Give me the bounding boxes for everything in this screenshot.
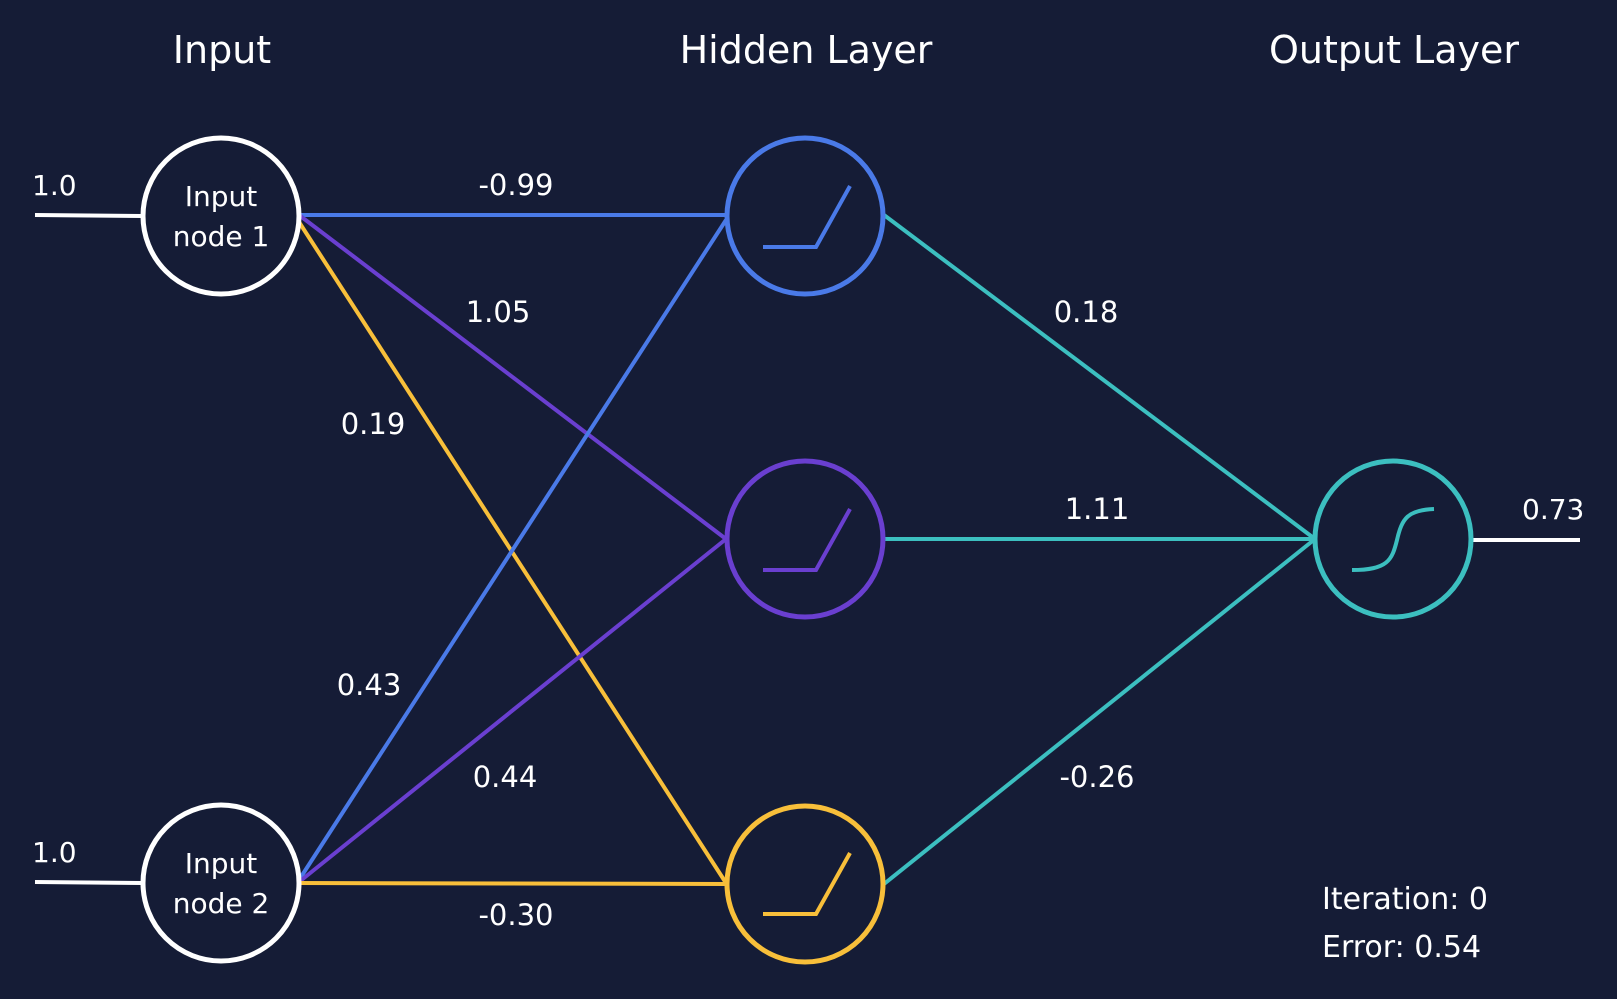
- relu-icon: [763, 852, 852, 916]
- weight-in2-h1: 0.43: [337, 668, 402, 702]
- input-value-1: 1.0: [32, 169, 77, 202]
- error-readout: Error: 0.54: [1322, 930, 1481, 965]
- weight-in1-h3: 0.19: [341, 407, 406, 441]
- relu-icon: [763, 508, 852, 572]
- input-line-2: [34, 880, 143, 885]
- edge-in2-h3: [298, 881, 727, 886]
- weight-in2-h2: 0.44: [473, 760, 538, 794]
- iteration-counter: Iteration: 0: [1322, 882, 1488, 917]
- hidden-node-3: [724, 803, 886, 965]
- sigmoid-icon: [1351, 507, 1435, 572]
- input-node-2-label-line1: Input: [185, 847, 258, 880]
- input-line-1: [34, 213, 143, 218]
- weight-in2-h3: -0.30: [478, 898, 553, 932]
- input-node-2-label-line2: node 2: [173, 887, 270, 920]
- weight-h3-out: -0.26: [1059, 760, 1134, 794]
- input-node-1-label-line2: node 1: [173, 220, 270, 253]
- input-node-2: Input node 2: [140, 802, 302, 964]
- edge-in1-h2: [297, 213, 728, 541]
- layer-title-output: Output Layer: [1269, 28, 1519, 72]
- layer-title-hidden: Hidden Layer: [680, 28, 933, 72]
- edge-in2-h1: [297, 218, 728, 882]
- relu-icon: [763, 185, 852, 249]
- edge-in2-h2: [297, 537, 728, 884]
- edge-h3-out: [882, 537, 1317, 886]
- weight-in1-h1: -0.99: [478, 168, 553, 202]
- output-value: 0.73: [1522, 493, 1584, 526]
- weight-h1-out: 0.18: [1054, 295, 1119, 329]
- output-node: [1312, 458, 1474, 620]
- weight-h2-out: 1.11: [1065, 492, 1130, 526]
- hidden-node-2: [724, 458, 886, 620]
- input-node-1-label-line1: Input: [185, 180, 258, 213]
- edge-h1-out: [882, 213, 1317, 541]
- input-value-2: 1.0: [32, 836, 77, 869]
- hidden-node-1: [724, 135, 886, 297]
- layer-title-input: Input: [173, 28, 271, 72]
- weight-in1-h2: 1.05: [466, 295, 531, 329]
- input-node-1: Input node 1: [140, 135, 302, 297]
